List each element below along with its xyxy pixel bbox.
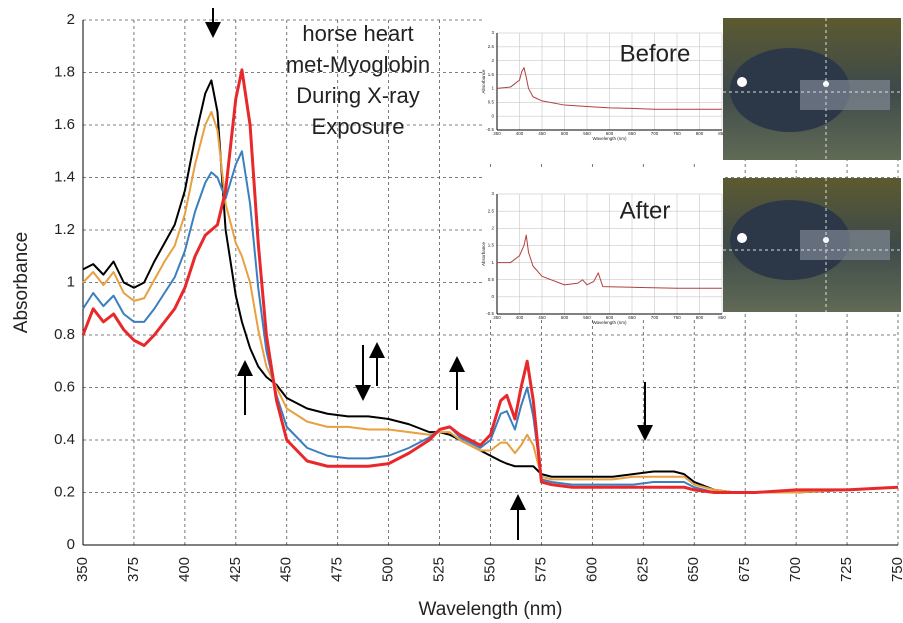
- x-tick-label: 450: [538, 315, 546, 320]
- x-tick-label: 750: [889, 557, 903, 582]
- x-tick-label: 400: [176, 557, 193, 582]
- data-line: [82, 150, 899, 494]
- x-tick-label: 600: [606, 131, 614, 136]
- x-tick-label: 700: [651, 131, 659, 136]
- x-tick-label: 550: [583, 315, 591, 320]
- x-tick-label: 700: [651, 315, 659, 320]
- y-tick-label: 1.4: [54, 168, 75, 185]
- x-tick-label: 600: [583, 557, 600, 582]
- annotation: horse heart met-Myoglobin During X-ray Expo…: [286, 21, 430, 139]
- insets: 350 400 450 500 550 600 650 700 750 800 850 -0.5 0 0.…: [481, 30, 726, 325]
- x-tick-label: 350: [74, 557, 91, 582]
- data-line: [496, 67, 722, 110]
- x-tick-label: 650: [685, 557, 702, 582]
- x-tick-label: 650: [628, 131, 636, 136]
- y-tick-label: 0: [67, 536, 75, 553]
- chart-title: During X-ray: [296, 83, 419, 108]
- y-tick-label: 1.6: [54, 116, 75, 133]
- x-tick-label: 375: [125, 557, 142, 582]
- x-tick-label: 475: [329, 557, 346, 582]
- y-tick-label: 2.5: [488, 208, 495, 213]
- x-tick-label: 800: [696, 315, 704, 320]
- x-tick-label: 750: [673, 131, 681, 136]
- y-tick-label: 2.5: [488, 44, 495, 49]
- y-tick-label: 1.5: [488, 72, 495, 77]
- y-tick-label: 0: [491, 294, 494, 299]
- x-tick-label: 400: [516, 315, 524, 320]
- data-line: [81, 68, 899, 494]
- x-tick-label: 400: [516, 131, 524, 136]
- arrows: [205, 8, 653, 540]
- x-tick-label: 800: [696, 131, 704, 136]
- data-line: [82, 79, 899, 494]
- y-tick-label: -0.5: [486, 311, 494, 316]
- x-tick-label: 500: [561, 315, 569, 320]
- y-axis-label: Absorbance: [481, 69, 486, 94]
- x-tick-label: 725: [838, 557, 855, 582]
- inset-panel: [483, 170, 723, 320]
- y-tick-label: 0: [491, 113, 494, 118]
- y-tick-label: 3: [491, 30, 494, 35]
- x-tick-label: 550: [481, 557, 498, 582]
- y-tick-label: -0.5: [486, 127, 494, 132]
- data-line: [82, 110, 899, 494]
- y-tick-label: 2: [491, 58, 494, 63]
- x-tick-label: 625: [634, 557, 651, 582]
- x-tick-label: 500: [561, 131, 569, 136]
- y-tick-label: 1: [491, 86, 494, 91]
- chart-title: horse heart: [302, 21, 413, 46]
- photo: [723, 18, 901, 312]
- inset-caption: After: [620, 197, 671, 224]
- x-tick-label: 350: [493, 315, 501, 320]
- x-tick-label: 550: [583, 131, 591, 136]
- data-line: [497, 234, 722, 289]
- x-axis-label: Wavelength (nm): [419, 599, 563, 620]
- x-tick-label: 350: [493, 131, 501, 136]
- x-axis-label: Wavelength (nm): [592, 320, 627, 325]
- y-axis-label: Absorbance: [11, 232, 32, 333]
- y-tick-label: 0.6: [54, 378, 75, 395]
- y-tick-label: 0.2: [54, 483, 75, 500]
- x-tick-label: 450: [278, 557, 295, 582]
- inset-caption: Before: [620, 40, 691, 67]
- x-tick-label: 650: [628, 315, 636, 320]
- y-axis-label: Absorbance: [481, 242, 486, 267]
- x-tick-label: 850: [718, 315, 726, 320]
- x-tick-label: 575: [532, 557, 549, 582]
- y-tick-label: 1.8: [54, 63, 75, 80]
- y-tick-label: 1.5: [488, 243, 495, 248]
- y-tick-label: 1: [67, 273, 75, 290]
- x-tick-label: 425: [227, 557, 244, 582]
- y-tick-label: 1: [491, 260, 494, 265]
- y-tick-label: 2: [67, 11, 75, 28]
- chart-title: Exposure: [312, 114, 405, 139]
- y-tick-label: 3: [491, 191, 494, 196]
- x-tick-label: 450: [538, 131, 546, 136]
- chart-title: met-Myoglobin: [286, 52, 430, 77]
- x-tick-label: 525: [431, 557, 448, 582]
- y-tick-label: 0.8: [54, 326, 75, 343]
- x-tick-label: 600: [606, 315, 614, 320]
- x-tick-label: 500: [380, 557, 397, 582]
- x-axis-label: Wavelength (nm): [592, 136, 627, 141]
- x-tick-label: 750: [673, 315, 681, 320]
- x-tick-label: 675: [736, 557, 753, 582]
- y-tick-label: 2: [491, 225, 494, 230]
- y-tick-label: 0.5: [488, 99, 495, 104]
- y-tick-label: 0.4: [54, 431, 75, 448]
- x-tick-label: 850: [718, 131, 726, 136]
- y-tick-label: 1.2: [54, 221, 75, 238]
- x-tick-label: 700: [787, 557, 804, 582]
- y-tick-label: 0.5: [488, 277, 495, 282]
